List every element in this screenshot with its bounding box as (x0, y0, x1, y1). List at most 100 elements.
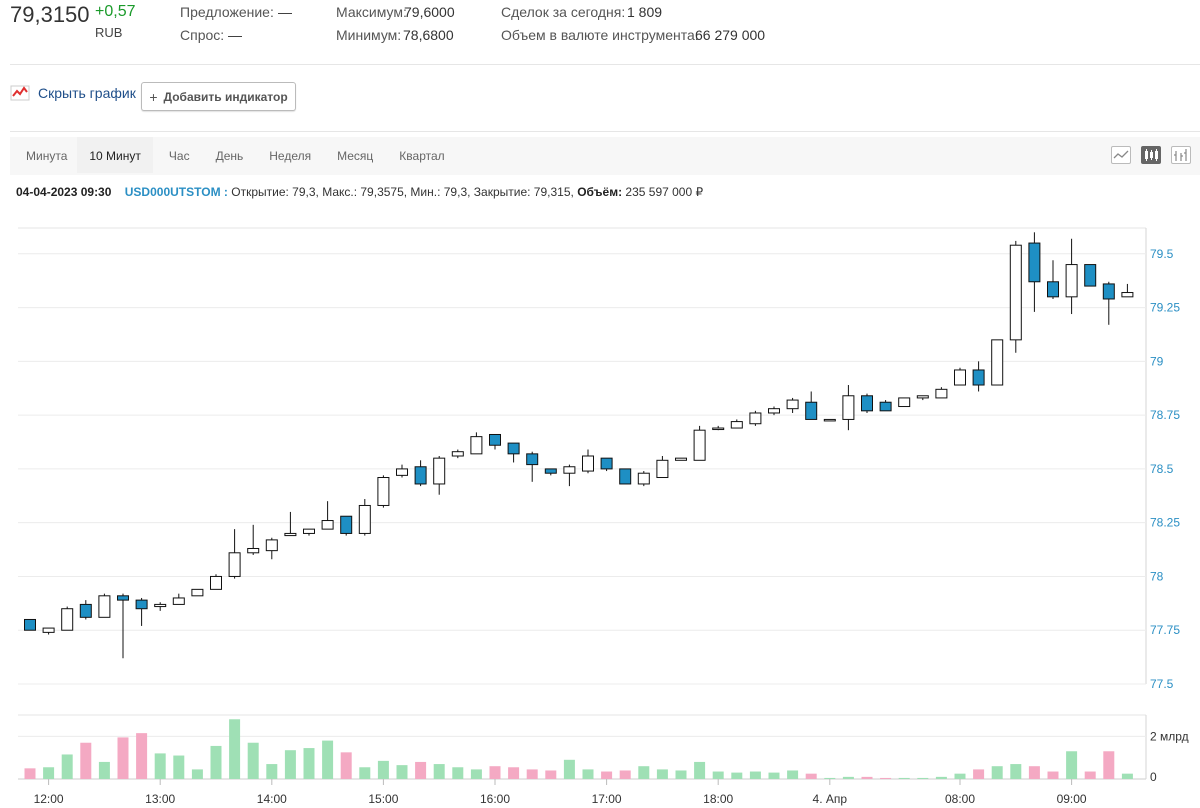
volume-bar-up (712, 771, 724, 779)
candle-up (284, 532, 297, 537)
y-tick-label: 78.75 (1150, 408, 1180, 422)
x-tick-label: 15:00 (368, 792, 398, 806)
volume-tick-label: 0 (1150, 770, 1157, 784)
candle-volume-label: Объём: (577, 185, 623, 199)
candle-down (1047, 281, 1059, 298)
volume-bar-down (861, 776, 873, 779)
x-tick-label: 13:00 (145, 792, 175, 806)
tab-10-minutes[interactable]: 10 Минут (77, 137, 153, 173)
volume-bar-up (787, 770, 799, 779)
price-change: +0,57 (95, 3, 136, 20)
volume-bar-up (247, 742, 259, 779)
volume-bar-down (24, 768, 36, 779)
volume-bar-up (1010, 764, 1022, 779)
period-tabs: Минута 10 Минут Час День Неделя Месяц Кв… (10, 137, 455, 173)
volume-bar-up (359, 767, 371, 779)
candle-up (1121, 292, 1134, 298)
volume-bar-up (917, 777, 929, 779)
volume-bar-down (1084, 771, 1096, 779)
tab-week[interactable]: Неделя (269, 149, 312, 163)
candle-down (135, 599, 148, 610)
add-indicator-button[interactable]: + Добавить индикатор (141, 82, 296, 111)
volume-bar-down (805, 773, 817, 779)
candle-up (396, 468, 408, 476)
volume-bar-up (377, 760, 389, 779)
volume-bar-down (880, 777, 892, 779)
candle-up (61, 608, 74, 631)
candle-down (861, 395, 873, 412)
tab-minute[interactable]: Минута (26, 149, 68, 163)
candle-up (191, 588, 204, 597)
candle-up (321, 520, 334, 530)
line-chart-icon[interactable] (1111, 146, 1131, 164)
candle-down (805, 401, 818, 420)
candle-up (842, 395, 855, 420)
volume-bar-up (768, 772, 780, 779)
candle-down (600, 457, 613, 470)
candle-up (1065, 264, 1078, 298)
volume-bar-up (452, 767, 464, 779)
candle-up (470, 436, 483, 455)
y-tick-label: 78.25 (1150, 516, 1180, 530)
add-indicator-label: Добавить индикатор (163, 89, 288, 104)
candle-up (675, 457, 687, 461)
candle-up (563, 466, 576, 474)
volume-bar-up (284, 750, 296, 779)
volume-bar-up (935, 776, 947, 779)
candle-down (526, 453, 539, 466)
volume-bar-down (489, 766, 501, 779)
volume-bar-down (526, 769, 538, 779)
candle-up (730, 421, 743, 429)
volume-bar-up (749, 771, 761, 779)
candle-datetime: 04-04-2023 09:30 (16, 185, 112, 199)
volume-bar-up (1066, 751, 1078, 779)
header-divider (10, 64, 1200, 65)
candle-down (79, 603, 92, 618)
candle-up (749, 412, 762, 425)
candle-up (42, 627, 55, 633)
candle-down (507, 442, 520, 455)
candle-ohlc: Открытие: 79,3, Макс.: 79,3575, Мин.: 79… (231, 185, 574, 199)
bars-chart-icon[interactable] (1171, 146, 1191, 164)
volume-bar-up (731, 772, 743, 779)
volume-bar-down (619, 770, 631, 779)
hide-chart-link[interactable]: Скрыть график (10, 84, 136, 102)
volume-bar-up (229, 719, 241, 779)
candle-info-bar: 04-04-2023 09:30 USD000UTSTOM : Открытие… (16, 185, 703, 199)
volume-bar-up (154, 753, 166, 779)
tab-day[interactable]: День (215, 149, 244, 163)
volume-bar-up (43, 767, 55, 779)
deals-label: Сделок за сегодня: (501, 4, 626, 20)
candle-volume-value: 235 597 000 ₽ (625, 185, 704, 199)
tab-month[interactable]: Месяц (337, 149, 374, 163)
volume-bar-down (601, 771, 613, 779)
y-tick-label: 77.5 (1150, 677, 1174, 691)
x-tick-label: 17:00 (592, 792, 622, 806)
candles-chart-icon[interactable] (1141, 146, 1161, 164)
controls-divider (10, 131, 1200, 132)
chart-toggle-icon (10, 85, 30, 101)
y-tick-label: 79.25 (1150, 301, 1180, 315)
volume-bar-up (638, 766, 650, 779)
volume-bar-down (1028, 766, 1040, 779)
volume-bar-up (675, 770, 687, 779)
volume-bar-up (582, 769, 594, 779)
tab-hour[interactable]: Час (168, 149, 190, 163)
y-tick-label: 78 (1150, 569, 1164, 583)
volume-tick-label: 2 млрд (1150, 729, 1189, 743)
volume-bar-down (415, 761, 427, 779)
candle-down (544, 468, 557, 474)
candle-up (210, 575, 222, 590)
candle-up (1009, 244, 1022, 341)
tab-quarter[interactable]: Квартал (399, 149, 445, 163)
max-label: Максимум: (336, 4, 407, 20)
volume-bar-down (80, 742, 92, 779)
candle-up (954, 369, 966, 386)
y-tick-label: 78.5 (1150, 462, 1174, 476)
y-tick-label: 77.75 (1150, 623, 1180, 637)
demand-label: Спрос: (180, 27, 225, 43)
candle-up (358, 504, 371, 534)
offer-value: — (278, 4, 292, 20)
volume-bar-up (98, 761, 110, 779)
